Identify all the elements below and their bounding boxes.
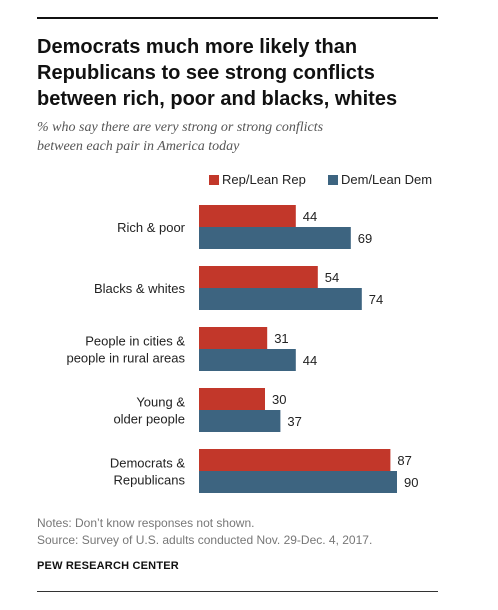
category-label: Democrats & Republicans (110, 456, 186, 488)
value-label-dem: 44 (303, 353, 317, 368)
category-label-line: Young & (136, 395, 185, 410)
bar-rep (199, 388, 265, 410)
chart-title-line: between rich, poor and blacks, whites (37, 88, 398, 110)
chart-subtitle: % who say there are very strong or stron… (37, 118, 457, 156)
value-label-dem: 69 (358, 231, 372, 246)
category-label-line: people in rural areas (66, 351, 185, 366)
value-label-dem: 37 (287, 414, 301, 429)
legend-label-rep: Rep/Lean Rep (222, 172, 306, 187)
bar-dem (199, 349, 296, 371)
bar-dem (199, 410, 281, 432)
legend-swatch-dem (328, 175, 338, 185)
value-label-dem: 74 (369, 292, 383, 307)
chart-title-line: Democrats much more likely than (37, 36, 358, 58)
source-credit: PEW RESEARCH CENTER (37, 560, 179, 572)
chart-subtitle-line: between each pair in America today (37, 139, 240, 154)
category-label-line: Blacks & whites (94, 281, 186, 296)
category-label: Young & older people (113, 395, 185, 427)
value-label-rep: 30 (272, 392, 286, 407)
category-label-line: Democrats & (110, 456, 185, 471)
bar-dem (199, 471, 397, 493)
category-label: Rich & poor (117, 220, 186, 235)
bar-rep (199, 266, 318, 288)
top-rule (37, 17, 438, 19)
chart-title: Democrats much more likely than Republic… (37, 34, 457, 112)
category-label-line: older people (113, 412, 185, 427)
bar-dem (199, 288, 362, 310)
value-label-dem: 90 (404, 475, 418, 490)
bottom-rule (37, 591, 438, 592)
bar-chart: Rep/Lean Rep Dem/Lean Dem 44 69 Rich & poor 5… (66, 172, 432, 493)
value-label-rep: 87 (397, 453, 411, 468)
legend-swatch-rep (209, 175, 219, 185)
notes-line: Notes: Don’t know responses not shown. (37, 516, 255, 530)
category-label-line: Rich & poor (117, 220, 186, 235)
category-label-line: People in cities & (85, 334, 185, 349)
bar-rep (199, 449, 391, 471)
legend-label-dem: Dem/Lean Dem (341, 172, 432, 187)
bar-rep (199, 205, 296, 227)
category-label: Blacks & whites (94, 281, 186, 296)
chart-subtitle-line: % who say there are very strong or stron… (37, 120, 324, 135)
chart-title-line: Republicans to see strong conflicts (37, 62, 375, 84)
value-label-rep: 44 (303, 209, 317, 224)
category-label-line: Republicans (113, 473, 185, 488)
value-label-rep: 54 (325, 270, 339, 285)
source-line: Source: Survey of U.S. adults conducted … (37, 533, 373, 547)
bar-dem (199, 227, 351, 249)
chart-notes: Notes: Don’t know responses not shown. S… (37, 515, 372, 549)
value-label-rep: 31 (274, 331, 288, 346)
bar-rep (199, 327, 268, 349)
category-label: People in cities & people in rural areas (66, 334, 185, 366)
